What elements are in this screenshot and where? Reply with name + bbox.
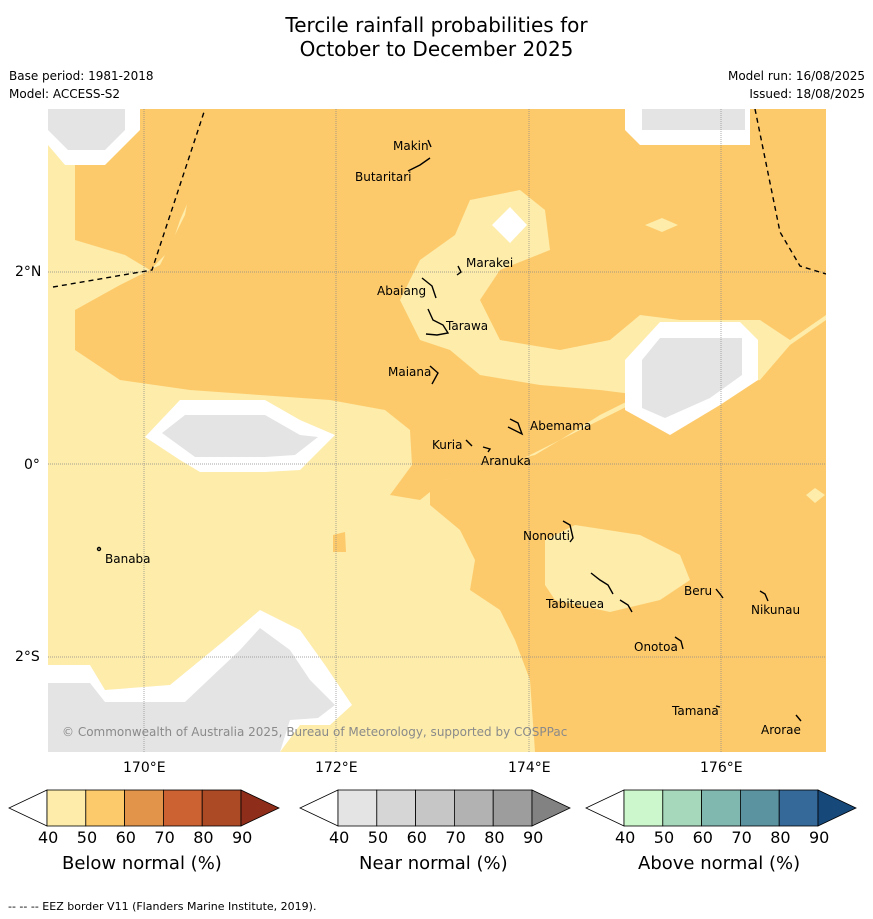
island-label-abemama: Abemama bbox=[530, 419, 592, 433]
colorbar-label-below: Below normal (%) bbox=[62, 853, 222, 874]
colorbar-segment bbox=[46, 789, 87, 827]
colorbar-extend-low bbox=[299, 789, 339, 827]
below-normal-40-south bbox=[545, 525, 690, 612]
title-line-1: Tercile rainfall probabilities for bbox=[285, 13, 588, 37]
lat-label-2n: 2°N bbox=[15, 264, 42, 280]
near-normal-40-w bbox=[162, 415, 318, 457]
model-run: Model run: 16/08/2025 bbox=[727, 69, 865, 83]
island-label-tarawa: Tarawa bbox=[446, 319, 489, 333]
island-label-tabiteuea: Tabiteuea bbox=[546, 597, 605, 611]
island-label-maiana: Maiana bbox=[388, 365, 432, 379]
colorbar-tick: 90 bbox=[232, 828, 253, 847]
colorbar-tick: 70 bbox=[445, 828, 466, 847]
near-normal-40-sw bbox=[48, 628, 335, 752]
island-label-abaiang: Abaiang bbox=[377, 284, 427, 298]
island-label-arorae: Arorae bbox=[761, 723, 801, 737]
near-normal-40-nw bbox=[48, 109, 125, 150]
near-normal-diamond bbox=[492, 207, 527, 243]
colorbar-tick: 80 bbox=[193, 828, 214, 847]
colorbar-tick: 40 bbox=[615, 828, 636, 847]
colorbar-tick: 80 bbox=[770, 828, 791, 847]
colorbar-label-above: Above normal (%) bbox=[638, 853, 801, 874]
issued-date: Issued: 18/08/2025 bbox=[749, 87, 865, 101]
island-label-makin: Makin bbox=[393, 139, 429, 153]
colorbar-tick: 40 bbox=[329, 828, 350, 847]
colorbar-above-normal bbox=[585, 789, 857, 827]
island-label-aranuka: Aranuka bbox=[481, 454, 531, 468]
lon-label-176e: 176°E bbox=[700, 760, 743, 776]
lat-label-2s: 2°S bbox=[15, 649, 40, 665]
colorbar-extend-high bbox=[531, 789, 571, 827]
colorbar-segment bbox=[701, 789, 741, 827]
colorbar-segment bbox=[201, 789, 242, 827]
colorbar-tick: 80 bbox=[484, 828, 505, 847]
colorbar-tick: 40 bbox=[38, 828, 59, 847]
island-label-beru: Beru bbox=[684, 584, 713, 598]
island-label-marakei: Marakei bbox=[466, 256, 514, 270]
colorbar-extend-low bbox=[585, 789, 625, 827]
colorbar-tick: 60 bbox=[115, 828, 136, 847]
colorbar-segment bbox=[740, 789, 780, 827]
island-label-kuria: Kuria bbox=[432, 438, 463, 452]
footer-note: -- -- -- EEZ border V11 (Flanders Marine… bbox=[8, 900, 317, 913]
map-copyright: © Commonwealth of Australia 2025, Bureau… bbox=[62, 725, 568, 739]
colorbar-label-near: Near normal (%) bbox=[359, 853, 508, 874]
island-label-nonouti: Nonouti bbox=[523, 529, 570, 543]
colorbar-segment bbox=[337, 789, 378, 827]
island-label-banaba: Banaba bbox=[105, 552, 151, 566]
colorbar-tick: 70 bbox=[731, 828, 752, 847]
colorbar-tick: 60 bbox=[692, 828, 713, 847]
colorbar-extend-high bbox=[817, 789, 857, 827]
colorbar-segment bbox=[778, 789, 819, 827]
colorbar-near-normal bbox=[299, 789, 571, 827]
colorbar-segment bbox=[623, 789, 664, 827]
lon-label-172e: 172°E bbox=[315, 760, 358, 776]
colorbar-tick: 50 bbox=[76, 828, 98, 847]
colorbar-tick: 70 bbox=[154, 828, 175, 847]
below-normal-40-patch-ne bbox=[645, 218, 678, 232]
near-normal-40-e bbox=[642, 338, 742, 418]
colorbar-segment bbox=[453, 789, 494, 827]
colorbar-segment bbox=[662, 789, 702, 827]
colorbar-tick: 50 bbox=[653, 828, 675, 847]
island-label-butaritari: Butaritari bbox=[355, 170, 412, 184]
colorbar-tick: 60 bbox=[406, 828, 427, 847]
colorbar-extend-high bbox=[240, 789, 280, 827]
below-normal-50-west bbox=[48, 109, 826, 500]
gridlines bbox=[48, 109, 826, 752]
colorbars bbox=[8, 789, 857, 827]
colorbar-below-normal bbox=[8, 789, 280, 827]
colorbar-tick: 90 bbox=[523, 828, 544, 847]
lat-label-0: 0° bbox=[24, 457, 40, 473]
island-label-nikunau: Nikunau bbox=[751, 603, 801, 617]
island-outlines bbox=[96, 139, 802, 722]
base-period: Base period: 1981-2018 bbox=[9, 69, 154, 83]
colorbar-segment bbox=[124, 789, 164, 827]
title-line-2: October to December 2025 bbox=[299, 37, 574, 61]
colorbar-segment bbox=[415, 789, 455, 827]
below-normal-50-patch bbox=[333, 532, 346, 552]
colorbar-tick: 90 bbox=[809, 828, 830, 847]
colorbar-segment bbox=[162, 789, 203, 827]
eez-border bbox=[52, 109, 826, 288]
colorbar-segment bbox=[492, 789, 533, 827]
colorbar-segment bbox=[376, 789, 416, 827]
model-name: Model: ACCESS-S2 bbox=[9, 87, 121, 101]
lon-label-174e: 174°E bbox=[508, 760, 551, 776]
colorbar-tick: 50 bbox=[367, 828, 389, 847]
lon-label-170e: 170°E bbox=[123, 760, 166, 776]
below-normal-40-patch-e bbox=[806, 488, 825, 503]
near-normal-40-ne bbox=[642, 109, 745, 130]
island-label-tamana: Tamana bbox=[672, 704, 719, 718]
colorbar-extend-low bbox=[8, 789, 48, 827]
island-label-onotoa: Onotoa bbox=[634, 640, 678, 654]
colorbar-segment bbox=[85, 789, 126, 827]
